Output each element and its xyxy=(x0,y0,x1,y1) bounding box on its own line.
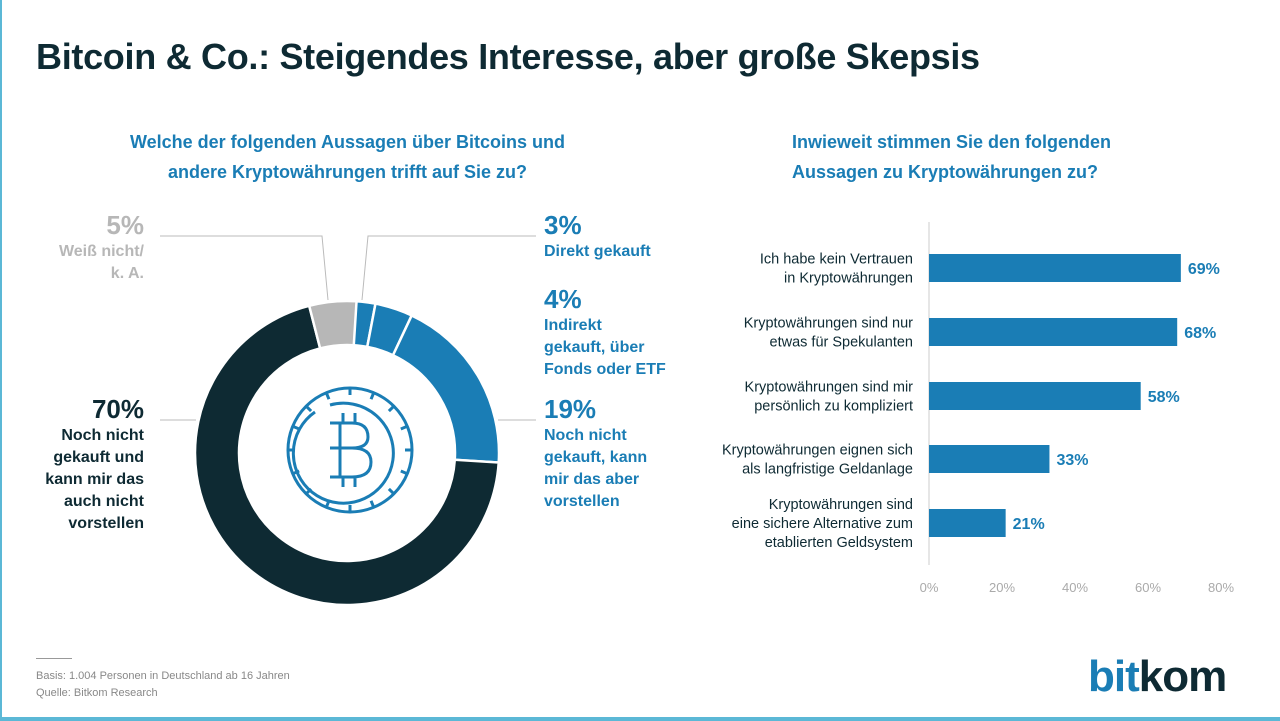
logo-part: kom xyxy=(1138,652,1227,701)
category-label: in Kryptowährungen xyxy=(784,271,913,287)
bar xyxy=(929,382,1141,410)
footer-basis: Basis: 1.004 Personen in Deutschland ab … xyxy=(36,670,290,682)
slice-label-line: Direkt gekauft xyxy=(544,243,651,260)
slice-label-line: Weiß nicht/ xyxy=(58,243,144,260)
bar xyxy=(929,318,1178,346)
donut-label-direkt-gekauft: 3% Direkt gekauft xyxy=(544,210,651,263)
slice-label-line: kann mir das xyxy=(45,471,144,488)
category-label: persönlich zu kompliziert xyxy=(754,399,913,415)
slice-label-line: gekauft und xyxy=(53,449,144,466)
donut-label-noch-nicht-gekauft-kann-mir-das-aber-vorstellen: 19% Noch nicht gekauft, kann mir das aber vo… xyxy=(544,394,647,513)
bar-question: Inwieweit stimmen Sie den folgenden Aussa… xyxy=(792,127,1172,187)
donut-label-noch-nicht-gekauft-und-kann-mir-das-auch-nicht-vorstellen: 70% Noch nicht gekauft und kann mir das auch… xyxy=(40,394,144,535)
bar xyxy=(929,254,1181,282)
x-tick-label: 0% xyxy=(920,580,939,595)
leader-line xyxy=(160,235,329,301)
category-label: Kryptowährungen sind mir xyxy=(745,380,914,396)
footer-source: Quelle: Bitkom Research xyxy=(36,687,158,699)
page-title: Bitcoin & Co.: Steigendes Interesse, abe… xyxy=(36,36,980,77)
donut-slice-wei-nicht-k-a xyxy=(307,299,358,350)
category-label: eine sichere Alternative zum xyxy=(732,516,913,532)
donut-label-indirekt-gekauft-ber-fonds-oder-etf: 4% Indirekt gekauft, über Fonds oder ETF xyxy=(544,284,666,381)
donut-slice-noch-nicht-gekauft-und-kann-mir-das-auch-nicht-vorstellen xyxy=(193,304,501,607)
bitcoin-coin-icon xyxy=(286,386,414,514)
question-line: Welche der folgenden Aussagen über Bitco… xyxy=(129,132,566,152)
bar xyxy=(929,509,1006,537)
slice-percent: 19% xyxy=(544,394,597,424)
bar-value-label: 68% xyxy=(1184,325,1216,342)
footer-divider xyxy=(36,658,72,659)
slice-percent: 5% xyxy=(106,210,144,240)
x-tick-label: 80% xyxy=(1208,580,1234,595)
category-label: Kryptowährungen sind xyxy=(769,497,913,513)
bar-value-label: 21% xyxy=(1013,516,1045,533)
slice-percent: 70% xyxy=(91,394,144,424)
slice-label-line: Indirekt xyxy=(544,317,602,334)
footer: Basis: 1.004 Personen in Deutschland ab … xyxy=(36,668,290,702)
category-label: Kryptowährungen eignen sich xyxy=(722,443,913,459)
category-label: Ich habe kein Vertrauen xyxy=(760,252,913,268)
x-tick-label: 20% xyxy=(989,580,1015,595)
question-line: Inwieweit stimmen Sie den folgenden xyxy=(792,132,1112,152)
slice-label-line: gekauft, über xyxy=(544,339,645,356)
slice-label-line: k. A. xyxy=(110,265,144,282)
bitkom-logo: bitkom xyxy=(1088,652,1227,702)
leader-line xyxy=(361,235,536,301)
x-tick-label: 60% xyxy=(1135,580,1161,595)
slice-label-line: vorstellen xyxy=(68,515,144,532)
slice-label-line: Noch nicht xyxy=(61,427,144,444)
slice-label-line: Noch nicht xyxy=(544,427,627,444)
slice-percent: 4% xyxy=(544,284,582,314)
question-line: Aussagen zu Kryptowährungen zu? xyxy=(792,162,1099,182)
bar-value-label: 69% xyxy=(1188,261,1220,278)
x-tick-label: 40% xyxy=(1062,580,1088,595)
category-label: etwas für Spekulanten xyxy=(770,335,913,351)
category-label: Kryptowährungen sind nur xyxy=(744,316,913,332)
bar-value-label: 58% xyxy=(1148,389,1180,406)
question-line: andere Kryptowährungen trifft auf Sie zu… xyxy=(167,162,528,182)
slice-label-line: Fonds oder ETF xyxy=(544,361,666,378)
bar xyxy=(929,445,1050,473)
donut-label-wei-nicht-k-a: 5% Weiß nicht/k. A. xyxy=(40,210,144,285)
category-label: etablierten Geldsystem xyxy=(765,535,913,551)
donut-question: Welche der folgenden Aussagen über Bitco… xyxy=(100,127,595,187)
slice-label-line: mir das aber xyxy=(544,471,640,488)
bar-value-label: 33% xyxy=(1056,452,1088,469)
category-label: als langfristige Geldanlage xyxy=(742,462,913,478)
slice-label-line: gekauft, kann xyxy=(544,449,648,466)
logo-part: bit xyxy=(1088,652,1140,701)
slice-label-line: vorstellen xyxy=(544,493,620,510)
slice-label-line: auch nicht xyxy=(63,493,144,510)
slice-percent: 3% xyxy=(544,210,582,240)
